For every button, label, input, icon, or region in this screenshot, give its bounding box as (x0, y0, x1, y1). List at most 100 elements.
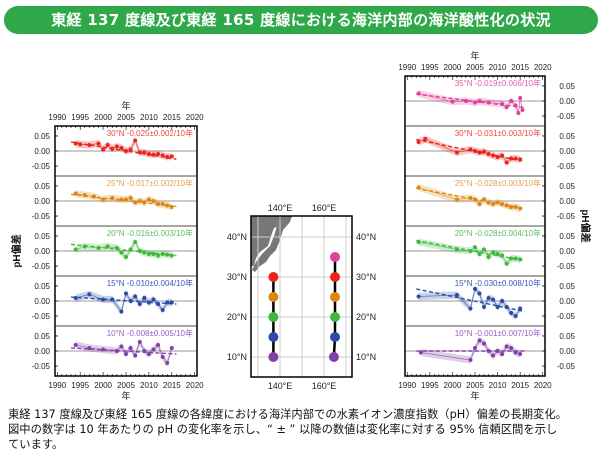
panel-label: 35°N -0.019±0.006/10年 (455, 78, 541, 88)
station-marker-20n (330, 312, 340, 322)
data-point (520, 108, 525, 113)
y-tick-label: -0.05 (32, 362, 51, 371)
x-tick-label-top: 2010 (489, 63, 507, 72)
data-point (509, 256, 514, 261)
y-axis-title: pH偏差 (579, 209, 592, 242)
y-tick-label: 0.00 (559, 297, 575, 306)
panel-25n: 25°N -0.017±0.002/10年 0.05 0.00 -0.05 (32, 178, 197, 221)
x-tick-label-bottom: 1995 (71, 381, 89, 390)
caption-line-2: 図中の数字は 10 年あたりの pH の変化率を示し、“ ± ” 以降の数値は変… (8, 423, 558, 436)
data-point (423, 136, 428, 141)
y-tick-label: 0.05 (34, 182, 50, 191)
x-tick-label-top: 2010 (140, 113, 158, 122)
data-point (124, 352, 128, 357)
data-point (133, 138, 138, 143)
latitude-label-left: 10°N (227, 352, 247, 362)
panel-30n: 30°N -0.025±0.002/10年 0.05 0.00 -0.05 (32, 128, 197, 171)
series-line (75, 292, 172, 313)
station-marker-10n (268, 352, 279, 362)
longitude-label-top: 160°E (312, 203, 337, 213)
x-tick-label-top: 1990 (398, 63, 416, 72)
panel-label: 10°N -0.001±0.007/10年 (455, 328, 541, 338)
data-point (165, 252, 170, 257)
panel-20n: 20°N -0.028±0.004/10年 0.05 0.00 -0.05 (405, 228, 576, 271)
panel-10n: 10°N -0.001±0.007/10年 0.05 0.00 -0.05 (405, 328, 576, 371)
latitude-label-right: 30°N (356, 272, 376, 282)
x-tick-label-top: 1995 (71, 113, 89, 122)
x-tick-label-bottom: 2000 (94, 381, 112, 390)
y-tick-label: 0.00 (559, 347, 575, 356)
data-point (477, 202, 482, 207)
data-point (160, 355, 165, 360)
data-point (101, 297, 106, 302)
data-point (468, 306, 473, 311)
data-point (495, 305, 500, 310)
data-point (119, 197, 124, 202)
data-point (160, 308, 165, 313)
station-marker-15n (330, 332, 340, 342)
x-tick-label-bottom: 1990 (398, 381, 416, 390)
panel-15n: 15°N -0.030±0.008/10年 0.05 0.00 -0.05 (405, 278, 576, 321)
data-point (142, 295, 147, 300)
data-point (137, 339, 142, 344)
panel-10n: 10°N -0.008±0.005/10年 0.05 0.00 -0.05 (32, 328, 197, 371)
x-tick-label-top: 2005 (117, 113, 135, 122)
x-tick-label-top: 2000 (444, 63, 462, 72)
data-point (486, 255, 491, 260)
longitude-label-top: 140°E (268, 203, 293, 213)
panel-label: 10°N -0.008±0.005/10年 (107, 328, 193, 338)
data-point (491, 250, 496, 255)
data-point (128, 147, 133, 152)
data-point (156, 152, 161, 157)
data-point (509, 205, 514, 210)
panel-label: 20°N -0.028±0.004/10年 (455, 228, 541, 238)
data-point (416, 139, 421, 144)
panel-label: 25°N -0.017±0.002/10年 (107, 178, 193, 188)
data-point (101, 147, 106, 152)
japan-landmass (251, 216, 288, 266)
trend-line (70, 296, 177, 305)
data-point (156, 253, 161, 258)
uncertainty-band (418, 89, 523, 117)
data-point (509, 99, 514, 103)
y-tick-label: 0.05 (559, 132, 575, 141)
data-point (73, 342, 78, 347)
data-point (473, 345, 477, 350)
panel-label: 15°N -0.030±0.008/10年 (455, 278, 541, 288)
latitude-label-left: 30°N (227, 272, 247, 282)
data-point (486, 295, 491, 300)
trend-line (70, 193, 177, 208)
x-tick-label-top: 2015 (511, 63, 529, 72)
uncertainty-band (420, 336, 521, 364)
panel-label: 30°N -0.031±0.003/10年 (455, 128, 541, 138)
data-point (504, 344, 509, 349)
figure-caption: 東経 137 度線及び東経 165 度線の各緯度における海洋内部での水素イオン濃… (8, 407, 600, 452)
latitude-label-right: 10°N (356, 352, 376, 362)
panel-label: 25°N -0.028±0.003/10年 (455, 178, 541, 188)
trend-line (416, 187, 525, 210)
x-axis-title-bottom: 年 (121, 390, 130, 401)
x-tick-label-bottom: 2000 (444, 381, 462, 390)
x-tick-label-bottom: 2010 (140, 381, 158, 390)
y-axis-title: pH偏差 (10, 234, 23, 267)
data-point (87, 292, 92, 297)
y-tick-label: 0.00 (34, 347, 50, 356)
y-tick-label: -0.05 (557, 262, 576, 271)
data-point (491, 353, 496, 358)
y-tick-label: -0.05 (32, 312, 51, 321)
japan-islands (252, 216, 292, 272)
data-point (473, 245, 477, 250)
station-marker-20n (268, 312, 279, 322)
panel-30n: 30°N -0.031±0.003/10年 0.05 0.00 -0.05 (405, 128, 576, 171)
y-tick-label: 0.05 (34, 232, 50, 241)
x-tick-label-bottom: 2005 (466, 381, 484, 390)
x-tick-label-top: 1990 (48, 113, 66, 122)
chart-165e: 35°N -0.019±0.006/10年 0.05 0.00 -0.05 30°N -… (398, 50, 592, 401)
data-point (473, 286, 477, 291)
x-tick-label-bottom: 2020 (186, 381, 204, 390)
y-tick-label: -0.05 (557, 362, 576, 371)
y-tick-label: -0.05 (557, 112, 576, 121)
data-point (482, 305, 487, 310)
